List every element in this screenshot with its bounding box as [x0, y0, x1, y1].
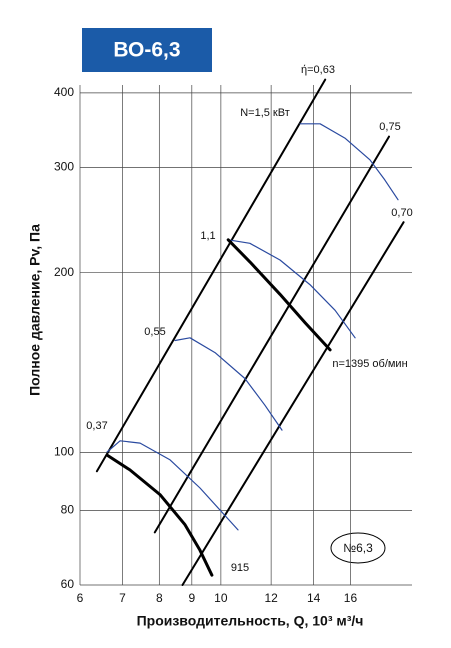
series-label: ή=0,63	[301, 64, 335, 76]
y-tick-label: 300	[54, 160, 74, 174]
series-label: N=1,5 кВт	[240, 107, 290, 119]
line-series	[106, 440, 239, 531]
annotation-box	[330, 532, 386, 564]
series-label: 0,37	[86, 420, 107, 432]
series-label: 0,75	[379, 121, 400, 133]
series-label: 915	[231, 562, 249, 574]
x-tick-label: 6	[77, 591, 84, 605]
annotation: №6,3	[343, 541, 373, 555]
line-series	[181, 221, 405, 586]
line-series	[95, 78, 327, 473]
x-tick-label: 8	[156, 591, 163, 605]
x-axis-title: Производительность, Q, 10³ м³/ч	[137, 613, 364, 629]
x-tick-label: 14	[307, 591, 321, 605]
line-series	[174, 337, 283, 431]
x-tick-label: 10	[214, 591, 228, 605]
y-axis-title: Полное давление, Pv, Па	[27, 224, 43, 396]
series-label: n=1395 об/мин	[332, 358, 407, 370]
y-tick-label: 60	[61, 577, 75, 591]
y-tick-label: 200	[54, 265, 74, 279]
y-tick-label: 400	[54, 85, 74, 99]
x-tick-label: 16	[344, 591, 358, 605]
x-tick-label: 12	[264, 591, 278, 605]
series-label: 0,55	[144, 326, 165, 338]
y-tick-label: 100	[54, 445, 74, 459]
y-tick-label: 80	[61, 503, 75, 517]
line-series	[153, 135, 390, 534]
badge-box	[82, 28, 212, 72]
line-series	[226, 238, 332, 352]
line-series	[105, 453, 214, 577]
badge: ВО-6,3	[113, 39, 180, 62]
x-tick-label: 9	[188, 591, 195, 605]
line-series	[299, 123, 399, 201]
series-label: 0,70	[391, 207, 412, 219]
x-tick-label: 7	[119, 591, 126, 605]
series-label: 1,1	[200, 230, 215, 242]
line-series	[227, 239, 356, 339]
